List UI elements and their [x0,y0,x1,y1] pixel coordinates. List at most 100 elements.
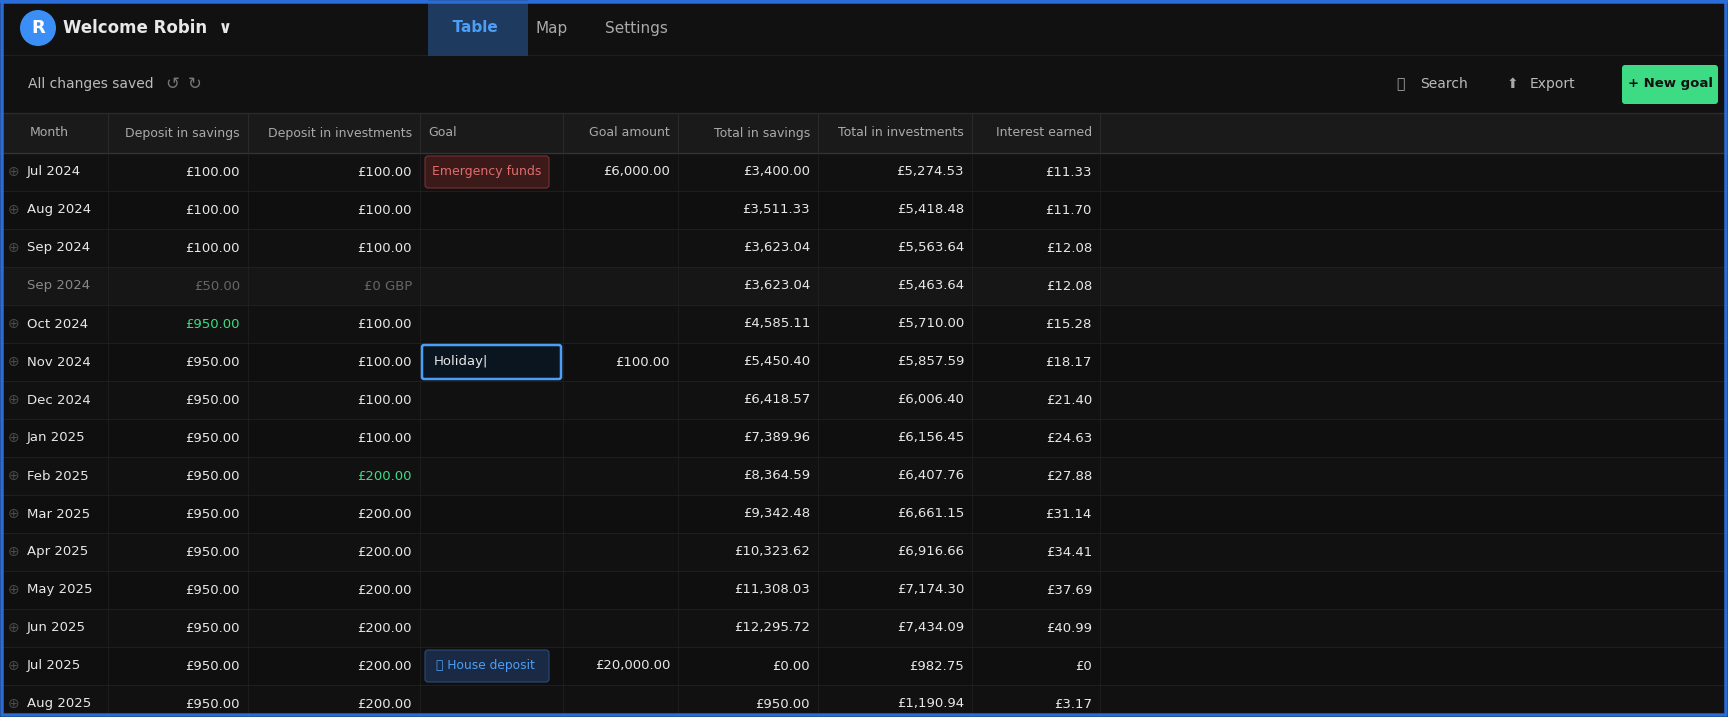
Text: £950.00: £950.00 [755,698,810,711]
Text: £950.00: £950.00 [185,470,240,483]
Text: Map: Map [536,21,569,36]
Text: All changes saved: All changes saved [28,77,154,91]
Text: Mar 2025: Mar 2025 [28,508,90,521]
FancyBboxPatch shape [1623,65,1718,104]
Text: £40.99: £40.99 [1045,622,1092,635]
Text: ⊕: ⊕ [9,697,19,711]
Text: £982.75: £982.75 [909,660,964,673]
Bar [0,609,1728,647]
Text: Welcome Robin  ∨: Welcome Robin ∨ [62,19,232,37]
Text: £21.40: £21.40 [1045,394,1092,407]
Text: £100.00: £100.00 [185,166,240,179]
Text: ⊕: ⊕ [9,241,19,255]
Text: Goal amount: Goal amount [589,126,670,140]
Bar [0,0,1728,3]
Text: £12,295.72: £12,295.72 [734,622,810,635]
Text: £0.00: £0.00 [772,660,810,673]
Text: Jul 2025: Jul 2025 [28,660,81,673]
Text: Deposit in investments: Deposit in investments [268,126,411,140]
Text: £950.00: £950.00 [185,394,240,407]
Bar [0,533,1728,571]
Text: £34.41: £34.41 [1045,546,1092,559]
Text: Deposit in savings: Deposit in savings [126,126,240,140]
Bar [0,153,1728,191]
Bar [429,0,529,56]
Text: £11,308.03: £11,308.03 [734,584,810,597]
Text: £3,623.04: £3,623.04 [743,242,810,255]
Text: Nov 2024: Nov 2024 [28,356,92,369]
Text: £100.00: £100.00 [358,394,411,407]
Bar [0,571,1728,609]
Text: £100.00: £100.00 [358,356,411,369]
Text: Aug 2025: Aug 2025 [28,698,92,711]
Text: ⊕: ⊕ [9,317,19,331]
Text: £7,434.09: £7,434.09 [897,622,964,635]
Text: £12.08: £12.08 [1045,280,1092,293]
Text: Apr 2025: Apr 2025 [28,546,88,559]
Text: £200.00: £200.00 [358,508,411,521]
Bar [0,419,1728,457]
Text: £950.00: £950.00 [185,432,240,445]
Text: Emergency funds: Emergency funds [432,166,541,179]
Text: £31.14: £31.14 [1045,508,1092,521]
Text: £5,563.64: £5,563.64 [897,242,964,255]
Text: Feb 2025: Feb 2025 [28,470,88,483]
Text: Total in savings: Total in savings [714,126,810,140]
Text: Jun 2025: Jun 2025 [28,622,86,635]
Text: ↺: ↺ [166,75,180,93]
Text: £200.00: £200.00 [358,584,411,597]
Bar [0,495,1728,533]
Bar [0,191,1728,229]
Text: £18.17: £18.17 [1045,356,1092,369]
Text: £100.00: £100.00 [615,356,670,369]
Bar [0,381,1728,419]
Text: £0: £0 [1075,660,1092,673]
Text: ⊕: ⊕ [9,545,19,559]
Text: £100.00: £100.00 [358,432,411,445]
Text: ⊕: ⊕ [9,355,19,369]
Text: £4,585.11: £4,585.11 [743,318,810,331]
Text: Table: Table [442,21,498,36]
Bar [0,56,1728,113]
Text: £5,450.40: £5,450.40 [743,356,810,369]
Text: £6,000.00: £6,000.00 [603,166,670,179]
Text: £950.00: £950.00 [185,318,240,331]
Text: £6,661.15: £6,661.15 [897,508,964,521]
Text: £37.69: £37.69 [1045,584,1092,597]
Text: Jul 2024: Jul 2024 [28,166,81,179]
Text: £12.08: £12.08 [1045,242,1092,255]
Text: £11.70: £11.70 [1045,204,1092,217]
Text: £1,190.94: £1,190.94 [897,698,964,711]
Text: £950.00: £950.00 [185,546,240,559]
Text: Search: Search [1420,77,1467,91]
Text: ⬆: ⬆ [1507,77,1517,91]
Text: ⊕: ⊕ [9,583,19,597]
Text: ⊕: ⊕ [9,431,19,445]
FancyBboxPatch shape [425,650,550,682]
Text: £950.00: £950.00 [185,622,240,635]
Text: £950.00: £950.00 [185,584,240,597]
Text: £3,400.00: £3,400.00 [743,166,810,179]
Text: ⊕: ⊕ [9,507,19,521]
Text: ⊕: ⊕ [9,659,19,673]
Text: £200.00: £200.00 [358,660,411,673]
Text: May 2025: May 2025 [28,584,93,597]
Text: £5,857.59: £5,857.59 [897,356,964,369]
Text: £11.33: £11.33 [1045,166,1092,179]
Text: £6,006.40: £6,006.40 [897,394,964,407]
Text: Jan 2025: Jan 2025 [28,432,86,445]
Text: Goal: Goal [429,126,456,140]
Text: Sep 2024: Sep 2024 [28,280,90,293]
Text: Month: Month [29,126,69,140]
Text: R: R [31,19,45,37]
Text: Dec 2024: Dec 2024 [28,394,92,407]
Text: £950.00: £950.00 [185,660,240,673]
Text: £5,463.64: £5,463.64 [897,280,964,293]
Text: £5,710.00: £5,710.00 [897,318,964,331]
Text: + New goal: + New goal [1628,77,1712,90]
Text: Total in investments: Total in investments [838,126,964,140]
Text: ⊕: ⊕ [9,165,19,179]
Text: £950.00: £950.00 [185,508,240,521]
FancyBboxPatch shape [425,156,550,188]
Bar [0,343,1728,381]
